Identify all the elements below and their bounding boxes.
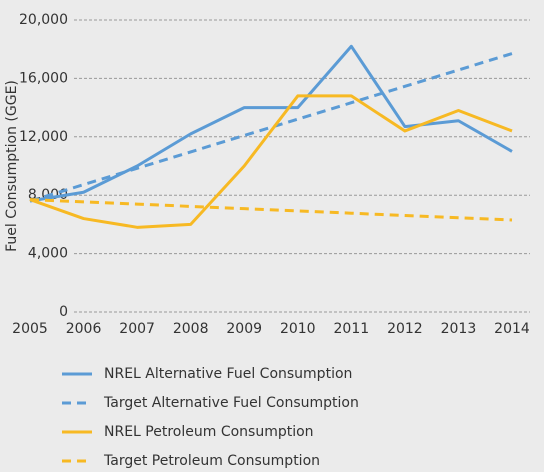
x-tick-label: 2006: [66, 321, 102, 337]
legend-label: NREL Alternative Fuel Consumption: [104, 366, 352, 382]
series-line: [29, 52, 513, 203]
x-tick-label: 2007: [119, 321, 155, 337]
x-tick-label: 2008: [173, 321, 209, 337]
y-tick-label: 16,000: [19, 70, 68, 86]
y-tick-label: 12,000: [19, 129, 68, 145]
x-tick-label: 2014: [494, 321, 530, 337]
y-tick-label: 0: [59, 304, 68, 320]
series-line: [29, 44, 513, 203]
x-tick-label: 2011: [334, 321, 370, 337]
x-tick-label: 2005: [12, 321, 48, 337]
x-tick-label: 2013: [441, 321, 477, 337]
legend-label: NREL Petroleum Consumption: [104, 424, 314, 440]
x-tick-label: 2010: [280, 321, 316, 337]
x-tick-label: 2009: [226, 321, 262, 337]
legend-label: Target Petroleum Consumption: [103, 453, 320, 469]
legend-label: Target Alternative Fuel Consumption: [103, 395, 359, 411]
y-tick-label: 4,000: [28, 246, 68, 262]
y-axis-label: Fuel Consumption (GGE): [4, 80, 20, 252]
series-line: [29, 198, 513, 222]
x-tick-label: 2012: [387, 321, 423, 337]
y-tick-label: 20,000: [19, 12, 68, 28]
series-line: [29, 94, 513, 229]
